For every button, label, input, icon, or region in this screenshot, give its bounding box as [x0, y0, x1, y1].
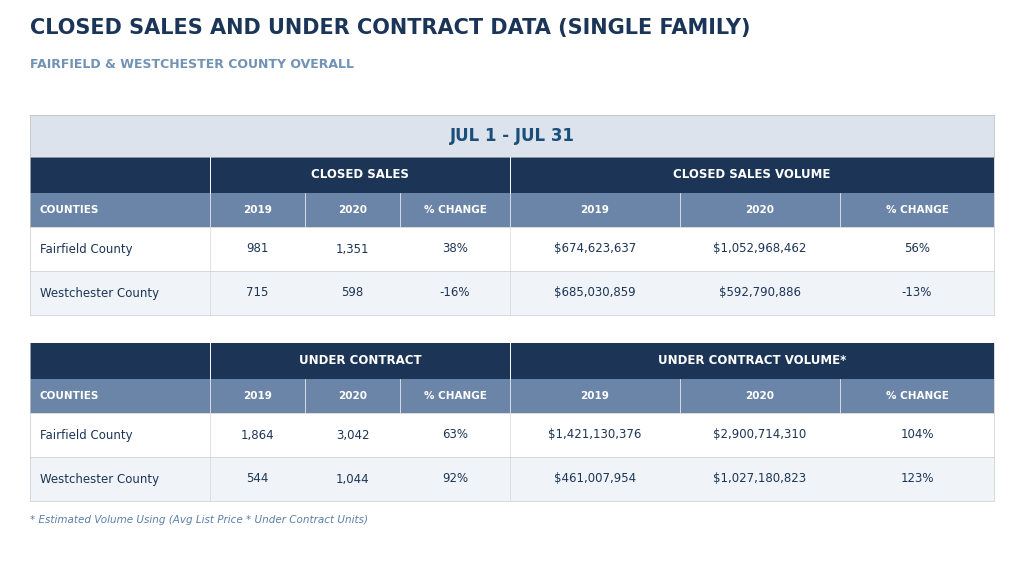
- Text: $1,421,130,376: $1,421,130,376: [548, 428, 642, 442]
- Text: 1,351: 1,351: [336, 243, 370, 256]
- Text: 1,864: 1,864: [241, 428, 274, 442]
- Text: % CHANGE: % CHANGE: [424, 391, 486, 401]
- Text: -16%: -16%: [439, 287, 470, 300]
- Text: 1,044: 1,044: [336, 473, 370, 486]
- Text: 3,042: 3,042: [336, 428, 370, 442]
- Bar: [30, 271, 994, 315]
- Text: Fairfield County: Fairfield County: [40, 428, 133, 442]
- Text: 63%: 63%: [442, 428, 468, 442]
- Text: $461,007,954: $461,007,954: [554, 473, 636, 486]
- Bar: [30, 227, 994, 271]
- Text: 2020: 2020: [745, 391, 774, 401]
- Bar: [30, 457, 994, 501]
- Text: CLOSED SALES AND UNDER CONTRACT DATA (SINGLE FAMILY): CLOSED SALES AND UNDER CONTRACT DATA (SI…: [30, 18, 751, 38]
- Text: Fairfield County: Fairfield County: [40, 243, 133, 256]
- Text: $685,030,859: $685,030,859: [554, 287, 636, 300]
- Text: $1,052,968,462: $1,052,968,462: [714, 243, 807, 256]
- Text: % CHANGE: % CHANGE: [424, 205, 486, 215]
- Bar: [30, 193, 994, 227]
- Bar: [30, 343, 994, 379]
- Bar: [30, 413, 994, 457]
- Text: * Estimated Volume Using (Avg List Price * Under Contract Units): * Estimated Volume Using (Avg List Price…: [30, 515, 368, 525]
- Text: 104%: 104%: [900, 428, 934, 442]
- Text: CLOSED SALES VOLUME: CLOSED SALES VOLUME: [674, 168, 830, 181]
- Text: FAIRFIELD & WESTCHESTER COUNTY OVERALL: FAIRFIELD & WESTCHESTER COUNTY OVERALL: [30, 58, 354, 71]
- Text: Westchester County: Westchester County: [40, 473, 159, 486]
- Text: JUL 1 - JUL 31: JUL 1 - JUL 31: [450, 127, 574, 145]
- Text: 123%: 123%: [900, 473, 934, 486]
- Text: -13%: -13%: [902, 287, 932, 300]
- Text: 544: 544: [247, 473, 268, 486]
- Text: % CHANGE: % CHANGE: [886, 391, 948, 401]
- Text: 981: 981: [247, 243, 268, 256]
- Text: 56%: 56%: [904, 243, 930, 256]
- Text: 2019: 2019: [243, 205, 272, 215]
- Text: 2019: 2019: [581, 205, 609, 215]
- Text: 2019: 2019: [243, 391, 272, 401]
- Bar: [30, 379, 994, 413]
- Text: UNDER CONTRACT VOLUME*: UNDER CONTRACT VOLUME*: [657, 355, 846, 367]
- Text: COUNTIES: COUNTIES: [40, 391, 99, 401]
- Text: $674,623,637: $674,623,637: [554, 243, 636, 256]
- Bar: [30, 115, 994, 157]
- Text: 598: 598: [341, 287, 364, 300]
- Text: 2020: 2020: [745, 205, 774, 215]
- Text: 2020: 2020: [338, 205, 367, 215]
- Text: $1,027,180,823: $1,027,180,823: [714, 473, 807, 486]
- Bar: [30, 157, 994, 193]
- Text: 2020: 2020: [338, 391, 367, 401]
- Text: 2019: 2019: [581, 391, 609, 401]
- Text: $592,790,886: $592,790,886: [719, 287, 801, 300]
- Text: $2,900,714,310: $2,900,714,310: [714, 428, 807, 442]
- Text: CLOSED SALES: CLOSED SALES: [311, 168, 409, 181]
- Text: UNDER CONTRACT: UNDER CONTRACT: [299, 355, 421, 367]
- Text: 38%: 38%: [442, 243, 468, 256]
- Text: % CHANGE: % CHANGE: [886, 205, 948, 215]
- Text: Westchester County: Westchester County: [40, 287, 159, 300]
- Text: COUNTIES: COUNTIES: [40, 205, 99, 215]
- Text: 715: 715: [247, 287, 268, 300]
- Text: 92%: 92%: [442, 473, 468, 486]
